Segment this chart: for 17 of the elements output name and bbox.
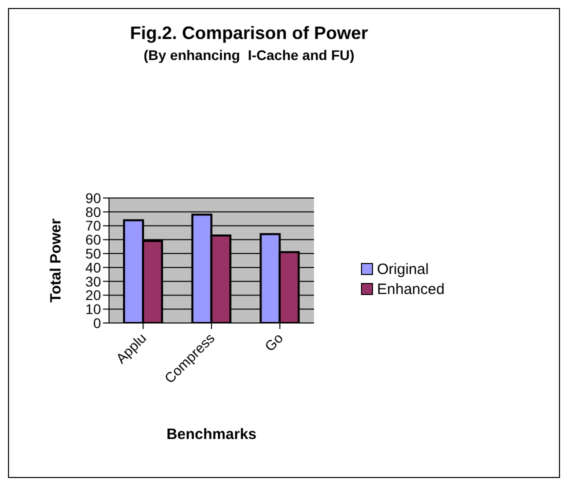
- chart-title: Fig.2. Comparison of Power: [128, 23, 370, 44]
- legend-label: Enhanced: [376, 280, 445, 299]
- y-tick-label: 70: [85, 218, 102, 234]
- y-tick-label: 20: [85, 287, 102, 304]
- x-axis-title: Benchmarks: [166, 426, 257, 443]
- y-tick-label: 90: [85, 190, 102, 206]
- legend-label: Original: [376, 260, 430, 279]
- y-axis-title: Total Power: [47, 218, 64, 302]
- y-tick-label: 0: [93, 314, 102, 331]
- y-tick-label: 10: [85, 301, 102, 318]
- x-tick-label: Go: [261, 330, 286, 354]
- y-tick-label: 40: [85, 259, 102, 276]
- chart-subtitle: (By enhancing I-Cache and FU): [142, 47, 356, 63]
- y-tick-label: 30: [85, 273, 102, 290]
- y-tick-label: 60: [85, 232, 102, 248]
- y-tick-label: 80: [85, 204, 102, 220]
- y-tick-label: 50: [85, 246, 102, 262]
